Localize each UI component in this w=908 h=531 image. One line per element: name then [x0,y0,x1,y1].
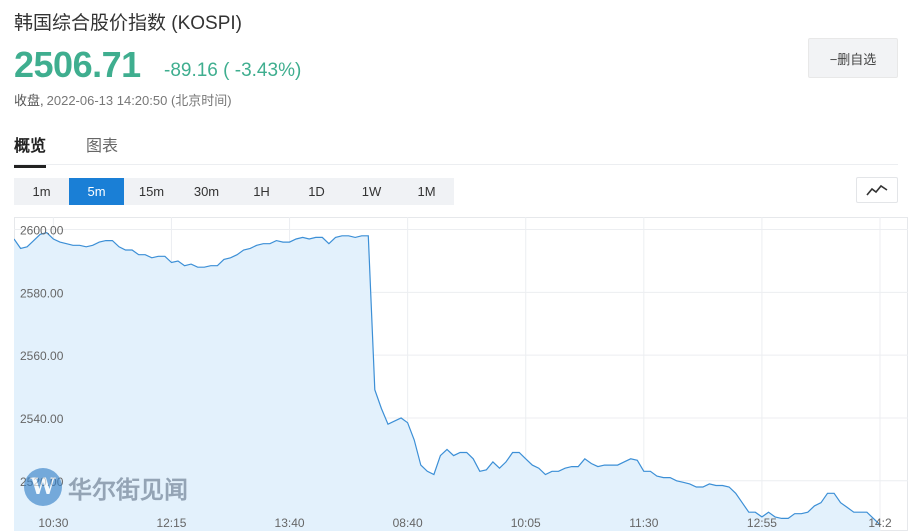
tab-chart[interactable]: 图表 [86,138,119,155]
watermark: W 华尔街见闻 [24,468,188,506]
period-1month[interactable]: 1M [417,184,436,199]
price-line [14,232,881,526]
price-area [14,232,880,531]
period-1m[interactable]: 1m [32,184,51,199]
period-30m[interactable]: 30m [193,184,220,199]
x-tick-label: 10:30 [38,516,68,530]
watermark-text: 华尔街见闻 [68,474,188,504]
market-status: 收盘, [14,93,44,108]
price-change: -89.16 ( -3.43%) [164,60,302,81]
quote-meta: 收盘, 2022-06-13 14:20:50 (北京时间) [14,90,232,109]
watermark-logo-icon: W [24,468,62,506]
x-tick-label: 13:40 [275,516,305,530]
y-tick-label: 2560.00 [20,349,64,363]
period-5m[interactable]: 5m [69,178,124,205]
period-1d[interactable]: 1D [308,184,325,199]
x-tick-label: 11:30 [629,516,658,530]
line-chart-icon [866,184,888,196]
y-tick-label: 2540.00 [20,412,64,426]
current-price: 2506.71 [14,44,141,85]
y-tick-label: 2600.00 [20,224,64,238]
x-tick-label: 14:2 [868,516,892,530]
quote-timestamp: 2022-06-13 14:20:50 (北京时间) [46,93,232,108]
period-1w[interactable]: 1W [361,184,382,199]
period-selector: 1m 5m 15m 30m 1H 1D 1W 1M [14,178,454,205]
y-tick-label: 2580.00 [20,286,64,300]
period-1h[interactable]: 1H [253,184,270,199]
x-tick-label: 10:05 [511,516,541,530]
page-title: 韩国综合股价指数 (KOSPI) [14,13,243,34]
x-tick-label: 12:55 [747,516,777,530]
chart-type-button[interactable] [856,177,898,203]
period-15m[interactable]: 15m [138,184,165,199]
x-tick-label: 12:15 [156,516,186,530]
tab-divider [14,164,898,165]
x-tick-label: 08:40 [393,516,423,530]
tab-overview[interactable]: 概览 [14,132,47,168]
tab-bar: 概览 图表 [14,132,118,168]
remove-watchlist-button[interactable]: −删自选 [808,38,898,78]
